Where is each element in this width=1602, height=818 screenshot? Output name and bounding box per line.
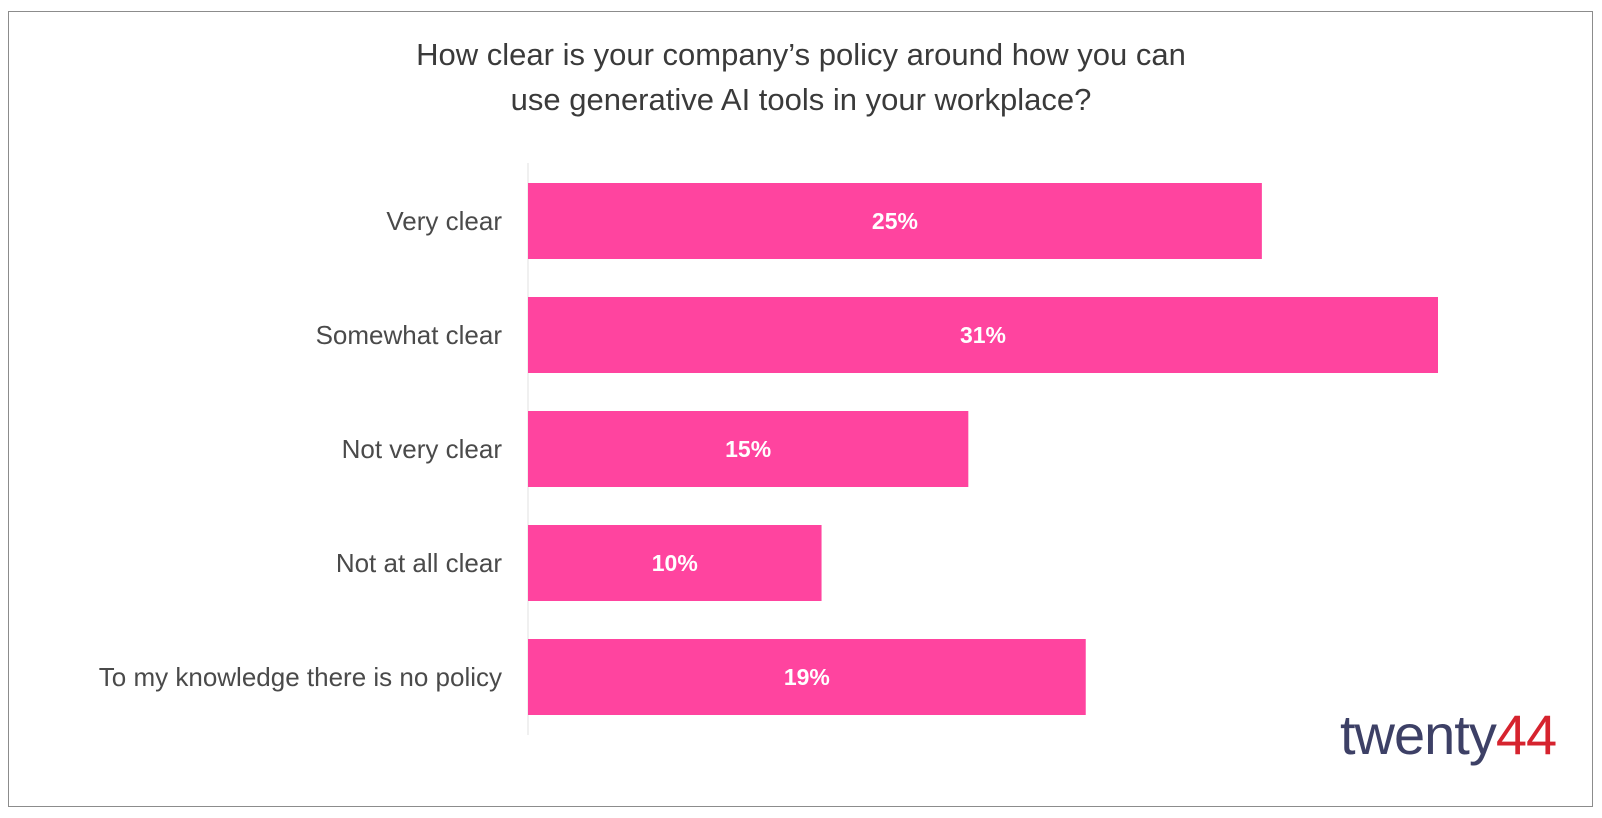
data-label: 31%	[960, 322, 1006, 348]
category-label: To my knowledge there is no policy	[99, 662, 502, 692]
chart-title-line-1: How clear is your company’s policy aroun…	[416, 37, 1186, 72]
logo-text: twenty	[1340, 703, 1497, 766]
chart-title-line-2: use generative AI tools in your workplac…	[510, 82, 1092, 117]
category-label: Not very clear	[342, 434, 503, 464]
logo-mark: 44	[1495, 703, 1557, 766]
bar-3	[528, 525, 822, 601]
data-label: 10%	[652, 550, 698, 576]
bar-1	[528, 297, 1438, 373]
data-label: 19%	[784, 664, 830, 690]
bar-2	[528, 411, 969, 487]
category-label: Not at all clear	[336, 548, 503, 578]
category-label: Very clear	[386, 206, 502, 236]
data-label: 25%	[872, 208, 918, 234]
data-label: 15%	[725, 436, 771, 462]
category-label: Somewhat clear	[316, 320, 503, 350]
chart-title: How clear is your company’s policy aroun…	[0, 32, 1602, 122]
bar-0	[528, 183, 1262, 259]
bar-4	[528, 639, 1086, 715]
twenty44-logo: twenty44	[1340, 700, 1557, 770]
